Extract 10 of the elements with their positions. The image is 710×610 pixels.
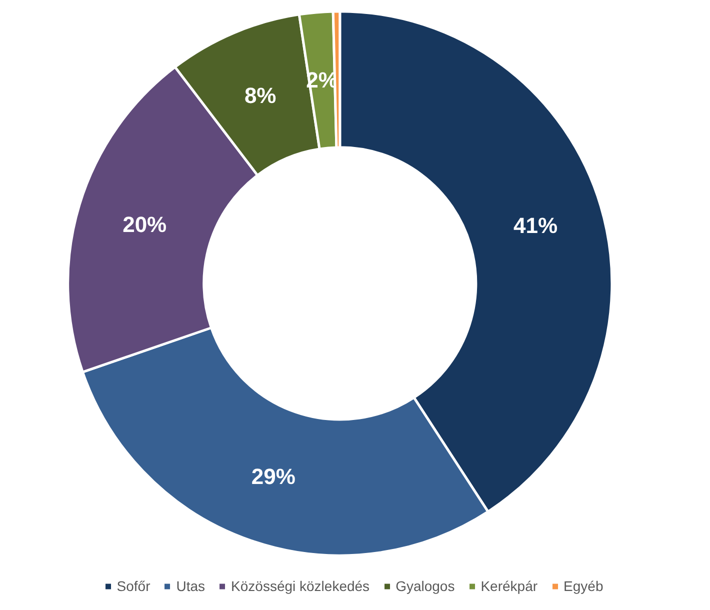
legend-label: Gyalogos (396, 578, 455, 594)
legend-label: Kerékpár (480, 578, 538, 594)
legend-label: Sofőr (116, 578, 150, 594)
data-label: 41% (514, 213, 558, 238)
legend-label: Közösségi közlekedés (231, 578, 370, 594)
data-label: 20% (122, 212, 167, 237)
data-label: 8% (244, 83, 276, 108)
legend-label: Egyéb (564, 578, 604, 594)
legend-label: Utas (176, 578, 206, 594)
data-label: 29% (251, 464, 296, 489)
